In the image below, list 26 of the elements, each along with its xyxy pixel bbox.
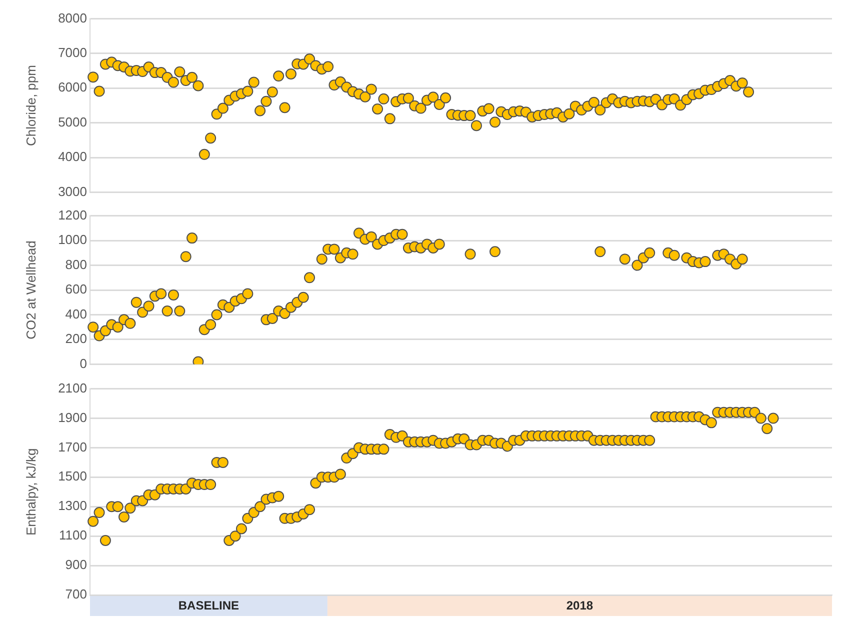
y-tick-label: 200 — [65, 331, 87, 346]
y-tick-label: 4000 — [58, 149, 87, 164]
y-tick-label: 6000 — [58, 80, 87, 95]
y-tick-label: 7000 — [58, 45, 87, 60]
y-axis-title: Enthalpy, kJ/kg — [23, 448, 38, 536]
y-tick-label: 700 — [65, 586, 87, 602]
y-tick-label: 1500 — [58, 468, 87, 484]
y-tick-label: 5000 — [58, 114, 87, 130]
y-tick-label: 1900 — [58, 410, 87, 425]
y-tick-label: 2100 — [58, 380, 87, 396]
y-axis-title: Chloride, ppm — [23, 65, 38, 146]
y-tick-label: 1100 — [59, 528, 87, 543]
y-tick-label: 900 — [65, 557, 87, 572]
y-tick-label: 800 — [65, 256, 87, 272]
y-tick-label: 1300 — [58, 498, 87, 514]
text: BASELINE — [178, 598, 240, 612]
y-tick-label: 400 — [65, 306, 87, 322]
text: 2018 — [566, 598, 594, 612]
y-tick-label: 0 — [80, 356, 87, 371]
y-tick-label: 1700 — [58, 439, 87, 454]
y-tick-label: 1000 — [58, 232, 87, 248]
y-axis-title: CO2 at Wellhead — [23, 240, 38, 340]
y-tick-label: 1200 — [58, 207, 87, 222]
y-tick-label: 600 — [65, 282, 87, 297]
y-tick-label: 3000 — [58, 184, 87, 199]
y-tick-label: 8000 — [58, 10, 87, 26]
